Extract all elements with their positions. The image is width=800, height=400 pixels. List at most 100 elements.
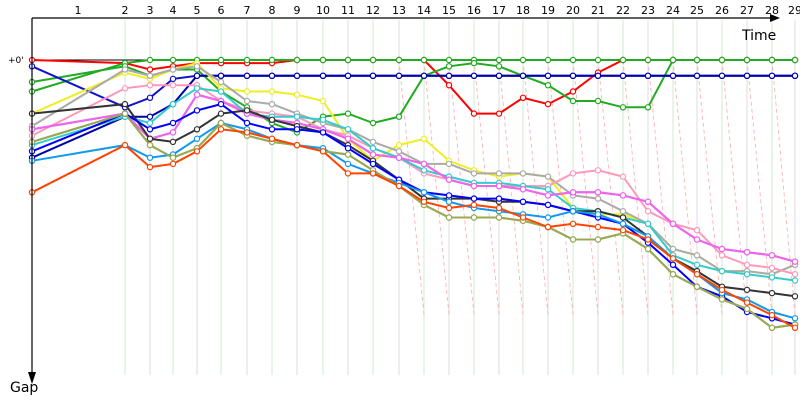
point-4-6 bbox=[217, 72, 225, 80]
point-1-13 bbox=[395, 56, 403, 64]
series-16 bbox=[28, 126, 799, 331]
point-6-12 bbox=[369, 138, 377, 146]
point-7-2 bbox=[121, 85, 129, 92]
point-4-12 bbox=[369, 72, 377, 80]
x-tick-20: 20 bbox=[566, 4, 580, 17]
point-8-26 bbox=[718, 267, 726, 275]
point-11-6 bbox=[217, 110, 225, 117]
point-12-17 bbox=[495, 195, 503, 202]
point-4-24 bbox=[669, 72, 677, 80]
y-axis-title: Gap bbox=[10, 380, 38, 396]
point-13-20 bbox=[569, 207, 577, 215]
x-tick-10: 10 bbox=[316, 4, 330, 17]
connector-14 bbox=[448, 59, 475, 316]
point-6-17 bbox=[495, 170, 503, 177]
point-12-6 bbox=[217, 100, 225, 108]
point-10-19 bbox=[544, 192, 552, 199]
point-2-27 bbox=[743, 56, 751, 64]
connector-25 bbox=[721, 59, 748, 316]
point-10-13 bbox=[395, 154, 403, 161]
point-10-20 bbox=[569, 189, 577, 196]
series-line-9 bbox=[31, 93, 796, 263]
point-4-28 bbox=[768, 72, 776, 80]
point-8-3 bbox=[146, 119, 154, 127]
x-tick-18: 18 bbox=[516, 4, 530, 17]
point-1-7 bbox=[243, 56, 251, 64]
point-6-6 bbox=[217, 78, 225, 86]
point-4-17 bbox=[495, 72, 503, 80]
series-line-14 bbox=[31, 112, 796, 329]
point-4-25 bbox=[693, 72, 701, 80]
point-4-20 bbox=[569, 72, 577, 80]
point-8-6 bbox=[217, 88, 225, 95]
point-1-4 bbox=[169, 56, 177, 64]
point-8-25 bbox=[693, 261, 701, 268]
point-5-14 bbox=[420, 135, 428, 142]
point-16-21 bbox=[594, 223, 602, 231]
point-12-15 bbox=[445, 192, 453, 199]
point-8-28 bbox=[768, 274, 776, 281]
point-10-21 bbox=[594, 189, 602, 196]
series-line-3 bbox=[31, 65, 795, 109]
point-12-3 bbox=[146, 126, 154, 133]
point-8-29 bbox=[791, 277, 799, 284]
point-0-20 bbox=[569, 88, 577, 95]
x-tick-25: 25 bbox=[690, 4, 704, 17]
x-tick-24: 24 bbox=[666, 4, 680, 17]
point-4-16 bbox=[470, 72, 478, 80]
x-tick-3: 3 bbox=[147, 4, 154, 17]
point-7-26 bbox=[718, 252, 726, 259]
point-8-12 bbox=[369, 144, 377, 152]
point-10-23 bbox=[644, 198, 652, 205]
point-7-25 bbox=[693, 226, 701, 234]
point-16-20 bbox=[569, 220, 577, 227]
point-10-25 bbox=[693, 236, 701, 243]
point-4-10 bbox=[319, 72, 327, 80]
point-16-19 bbox=[544, 223, 552, 231]
x-tick-1: 1 bbox=[75, 4, 82, 17]
point-12-5 bbox=[193, 107, 201, 114]
series-10 bbox=[28, 91, 799, 265]
point-8-14 bbox=[420, 167, 428, 174]
point-0-15 bbox=[445, 81, 453, 89]
point-2-11 bbox=[344, 110, 352, 117]
point-16-25 bbox=[693, 271, 701, 278]
x-axis-arrow bbox=[770, 14, 780, 22]
point-10-24 bbox=[669, 220, 677, 227]
point-16-12 bbox=[369, 170, 377, 177]
point-6-22 bbox=[619, 207, 627, 215]
point-6-2 bbox=[121, 66, 129, 73]
point-12-12 bbox=[369, 160, 377, 168]
point-6-15 bbox=[445, 160, 453, 168]
x-tick-28: 28 bbox=[765, 4, 779, 17]
point-16-13 bbox=[395, 182, 403, 190]
point-2-25 bbox=[693, 56, 701, 64]
x-tick-labels: 1 2 3 4 5 6 7 8 9 10 11 12 13 14 15 16 17 18 19 20 21 22 23 24 2… bbox=[75, 4, 800, 17]
point-7-3 bbox=[146, 81, 154, 89]
point-5-10 bbox=[319, 97, 327, 105]
point-10-18 bbox=[519, 185, 527, 193]
point-1-12 bbox=[369, 56, 377, 64]
point-7-4 bbox=[169, 81, 177, 89]
point-0-17 bbox=[495, 110, 503, 117]
point-2-26 bbox=[718, 56, 726, 64]
point-7-27 bbox=[743, 261, 751, 268]
point-16-29 bbox=[791, 324, 799, 331]
point-6-18 bbox=[519, 170, 527, 177]
point-10-5 bbox=[193, 91, 201, 98]
point-10-11 bbox=[344, 135, 352, 142]
series-group bbox=[28, 56, 799, 331]
point-10-15 bbox=[445, 176, 453, 183]
x-tick-7: 7 bbox=[244, 4, 251, 17]
point-15-3 bbox=[146, 141, 154, 149]
point-16-9 bbox=[293, 141, 301, 149]
x-tick-12: 12 bbox=[366, 4, 380, 17]
x-tick-8: 8 bbox=[269, 4, 276, 17]
point-16-24 bbox=[669, 255, 677, 262]
connector-13 bbox=[423, 59, 450, 316]
point-16-10 bbox=[319, 148, 327, 155]
series-line-11 bbox=[31, 103, 796, 298]
point-10-29 bbox=[791, 258, 799, 265]
point-15-26 bbox=[718, 296, 726, 303]
point-1-9 bbox=[293, 56, 301, 64]
